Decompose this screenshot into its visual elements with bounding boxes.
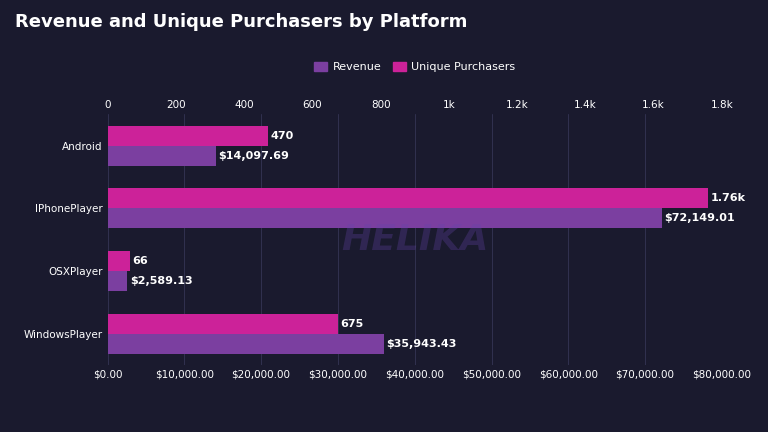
Text: 675: 675 xyxy=(340,319,363,329)
Text: $2,589.13: $2,589.13 xyxy=(130,276,193,286)
Bar xyxy=(108,271,127,291)
Bar xyxy=(108,209,661,229)
Text: 1.76k: 1.76k xyxy=(710,194,746,203)
Text: $35,943.43: $35,943.43 xyxy=(386,339,456,349)
Text: $14,097.69: $14,097.69 xyxy=(218,151,289,161)
Text: $72,149.01: $72,149.01 xyxy=(664,213,735,223)
Bar xyxy=(108,251,130,271)
Bar xyxy=(108,334,383,354)
Text: Revenue and Unique Purchasers by Platform: Revenue and Unique Purchasers by Platfor… xyxy=(15,13,468,31)
Bar xyxy=(108,314,338,334)
Legend: Revenue, Unique Purchasers: Revenue, Unique Purchasers xyxy=(310,57,520,77)
Bar xyxy=(108,188,708,209)
Text: 66: 66 xyxy=(133,256,148,266)
Text: 470: 470 xyxy=(270,131,293,141)
Bar xyxy=(108,146,216,166)
Bar xyxy=(108,126,268,146)
Text: HELIKA: HELIKA xyxy=(341,223,488,257)
